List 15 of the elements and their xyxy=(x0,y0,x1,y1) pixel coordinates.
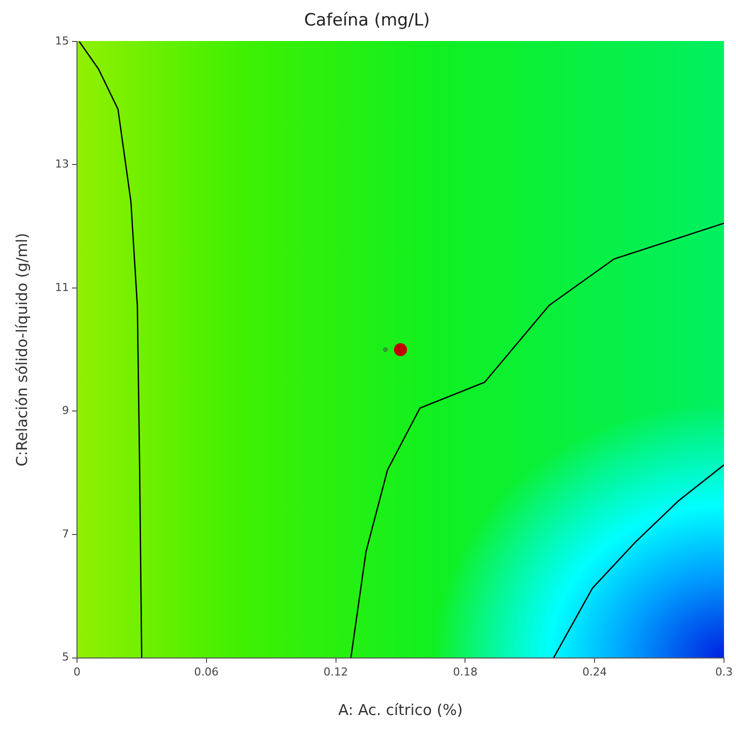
x-tick-label: 0 xyxy=(73,665,80,678)
y-tick-label: 15 xyxy=(54,34,69,48)
x-tick-label: 0.3 xyxy=(715,665,733,678)
y-tick-label: 7 xyxy=(62,527,69,540)
x-tick-label: 0.12 xyxy=(324,665,348,678)
x-tick-label: 0.18 xyxy=(452,665,478,678)
x-tick-label: 0.24 xyxy=(582,665,607,678)
y-tick-label: 9 xyxy=(62,404,69,418)
x-tick-label: 0.06 xyxy=(194,665,219,678)
y-tick-label: 11 xyxy=(54,280,69,294)
chart-title: Cafeína (mg/L) xyxy=(304,10,430,31)
y-tick-label: 5 xyxy=(62,650,69,664)
y-axis-title: C:Relación sólido-líquido (g/ml) xyxy=(12,232,31,466)
x-axis-title: A: Ac. cítrico (%) xyxy=(338,700,463,719)
y-tick-label: 13 xyxy=(54,158,69,171)
